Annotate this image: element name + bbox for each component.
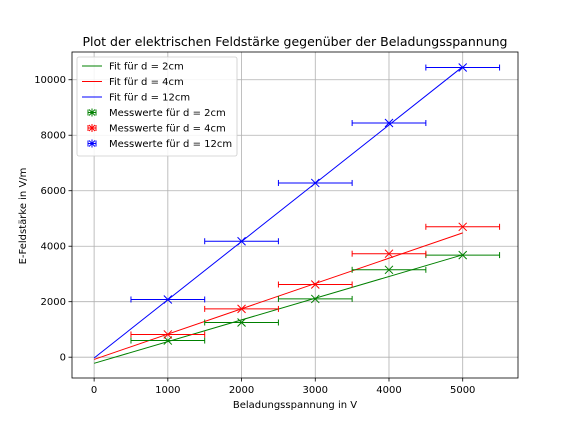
data-point bbox=[384, 265, 394, 275]
y-tick-label: 0 bbox=[60, 353, 66, 364]
y-axis-ticks: 0 2000 4000 6000 8000 10000 bbox=[34, 75, 72, 364]
y-tick-label: 10000 bbox=[34, 75, 66, 86]
legend-box bbox=[76, 56, 238, 157]
y-tick-label: 2000 bbox=[41, 297, 66, 308]
data-point bbox=[384, 118, 394, 128]
legend-label: Fit für d = 12cm bbox=[109, 93, 190, 104]
x-tick-label: 3000 bbox=[303, 385, 328, 396]
y-tick-label: 4000 bbox=[41, 242, 66, 253]
grid bbox=[72, 52, 518, 378]
data-point bbox=[458, 250, 468, 260]
legend-label: Messwerte für d = 2cm bbox=[109, 108, 226, 119]
legend-entry: Fit für d = 12cm bbox=[82, 93, 190, 104]
data-point bbox=[163, 330, 173, 339]
data-point bbox=[384, 249, 394, 259]
legend-entry: Fit für d = 2cm bbox=[82, 62, 184, 73]
y-tick-label: 8000 bbox=[41, 131, 66, 142]
chart-title: Plot der elektrischen Feldstärke gegenüb… bbox=[83, 34, 508, 49]
legend-entry: Messwerte für d = 12cm bbox=[87, 139, 232, 150]
data-point bbox=[163, 336, 173, 345]
x-axis-ticks: 0 1000 2000 3000 4000 5000 bbox=[91, 378, 475, 396]
legend-label: Fit für d = 4cm bbox=[109, 77, 184, 88]
series-2 bbox=[130, 222, 501, 339]
x-tick-label: 2000 bbox=[229, 385, 254, 396]
fit-line-3 bbox=[93, 66, 464, 359]
y-axis-label: E-Feldstärke in V/m bbox=[18, 168, 29, 265]
data-point bbox=[310, 294, 320, 304]
legend-marker-swatch bbox=[87, 139, 97, 148]
data-point bbox=[310, 280, 320, 289]
data-point bbox=[163, 295, 173, 304]
x-axis-label: Beladungsspannung in V bbox=[233, 400, 357, 411]
data-point bbox=[237, 318, 246, 327]
y-tick-label: 6000 bbox=[41, 186, 66, 197]
data-points bbox=[130, 63, 501, 345]
series-1 bbox=[130, 250, 501, 345]
data-point bbox=[237, 236, 246, 246]
x-tick-label: 1000 bbox=[155, 385, 180, 396]
legend-marker-swatch bbox=[87, 124, 97, 132]
x-tick-label: 5000 bbox=[450, 385, 475, 396]
data-point bbox=[237, 304, 246, 314]
legend-entry: Messwerte für d = 4cm bbox=[87, 124, 226, 135]
data-point bbox=[458, 63, 468, 72]
x-tick-label: 4000 bbox=[376, 385, 401, 396]
legend-entry: Messwerte für d = 2cm bbox=[87, 108, 226, 119]
legend-entry: Fit für d = 4cm bbox=[82, 77, 184, 88]
legend-label: Messwerte für d = 4cm bbox=[109, 124, 226, 135]
plot-frame bbox=[71, 51, 519, 379]
legend-marker-swatch bbox=[87, 108, 97, 117]
x-tick-label: 0 bbox=[91, 385, 97, 396]
plot-area bbox=[93, 63, 501, 364]
legend-label: Messwerte für d = 12cm bbox=[109, 139, 232, 150]
legend-label: Fit für d = 2cm bbox=[109, 62, 184, 73]
data-point bbox=[310, 178, 320, 188]
data-point bbox=[458, 222, 468, 232]
legend: Fit für d = 2cm Fit für d = 4cm Fit für d … bbox=[76, 56, 238, 157]
series-3 bbox=[130, 63, 501, 304]
